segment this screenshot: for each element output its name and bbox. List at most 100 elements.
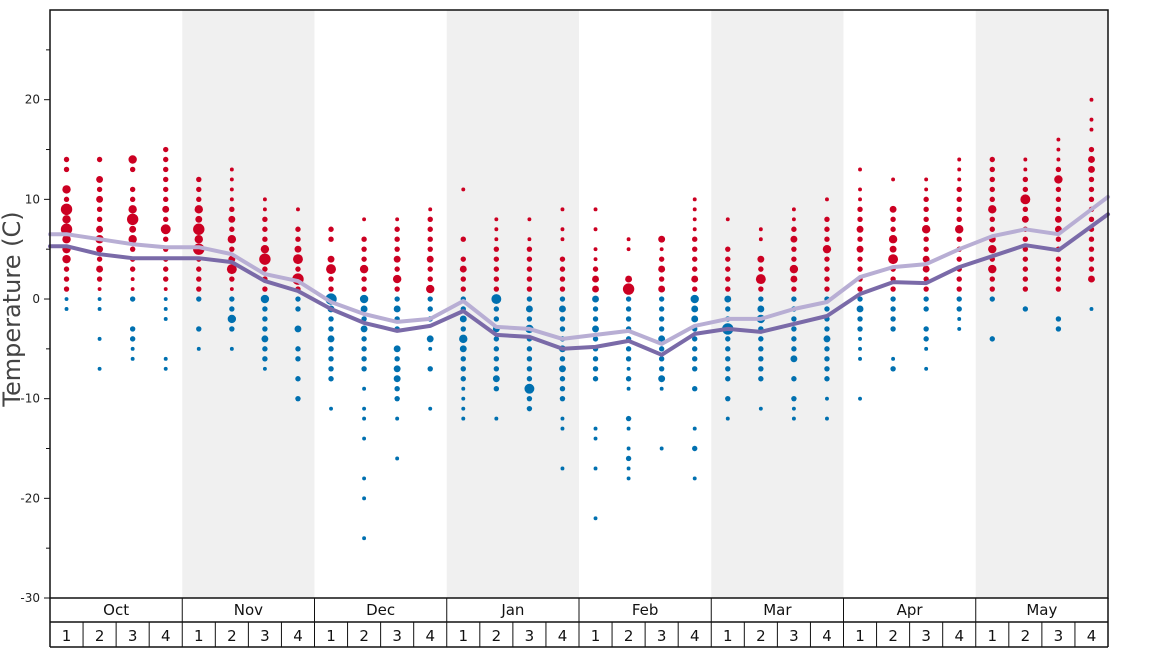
warm-dot	[924, 177, 929, 182]
warm-dot	[989, 216, 995, 222]
warm-dot	[858, 197, 862, 202]
week-label: 4	[1087, 627, 1097, 645]
month-label: Mar	[763, 601, 792, 619]
warm-dot	[427, 216, 433, 222]
cold-dot	[97, 336, 102, 341]
warm-dot	[60, 223, 73, 235]
cold-dot	[328, 316, 334, 322]
warm-dot	[229, 177, 234, 182]
warm-dot	[196, 176, 202, 183]
warm-dot	[857, 216, 863, 222]
warm-dot	[791, 226, 797, 232]
warm-dot	[493, 266, 500, 272]
warm-dot	[956, 216, 962, 222]
cold-dot	[427, 366, 433, 372]
warm-dot	[163, 287, 168, 292]
warm-dot	[791, 286, 797, 292]
warm-dot	[1022, 236, 1029, 242]
warm-dot	[62, 254, 71, 264]
warm-dot	[822, 244, 832, 254]
cold-dot	[261, 335, 269, 343]
cold-dot	[362, 436, 367, 441]
warm-dot	[1023, 167, 1028, 172]
cold-dot	[758, 376, 764, 382]
warm-dot	[394, 266, 400, 272]
cold-dot	[196, 326, 202, 332]
warm-dot	[328, 286, 334, 292]
cold-dot	[428, 346, 433, 351]
warm-dot	[96, 186, 103, 193]
cold-dot	[426, 335, 434, 343]
warm-dot	[824, 276, 830, 282]
warm-dot	[889, 245, 897, 253]
plot-frame	[49, 9, 1109, 599]
warm-dot	[394, 226, 400, 232]
cold-dot	[791, 326, 797, 332]
warm-dot	[394, 236, 400, 242]
warm-dot	[62, 185, 71, 194]
warm-dot	[1088, 256, 1095, 262]
warm-dot	[229, 246, 235, 252]
warm-dot	[626, 237, 631, 242]
cold-dot	[592, 306, 599, 312]
cold-dot	[692, 426, 697, 431]
warm-dot	[160, 224, 171, 235]
cold-dot	[957, 326, 962, 331]
warm-dot	[96, 175, 104, 183]
warm-dot	[262, 266, 268, 272]
month-label: Dec	[366, 601, 395, 619]
warm-dot	[692, 266, 698, 272]
warm-dot	[1055, 236, 1062, 242]
warm-dot	[725, 276, 731, 282]
warm-dot	[559, 286, 566, 292]
light-trend-line	[48, 194, 1110, 346]
week-label: 3	[921, 627, 931, 645]
warm-dot	[592, 266, 599, 272]
week-label: 4	[558, 627, 568, 645]
warm-dot	[758, 286, 764, 292]
warm-dot	[560, 207, 565, 212]
cold-dot	[724, 295, 732, 303]
cold-dot	[395, 416, 400, 421]
warm-dot	[924, 187, 929, 192]
warm-dot	[1089, 117, 1094, 122]
y-tick-label: -10	[20, 392, 40, 406]
warm-dot	[857, 266, 863, 272]
warm-dot	[328, 236, 334, 242]
warm-dot	[956, 286, 962, 292]
cold-dot	[328, 346, 334, 352]
warm-dot	[426, 255, 434, 263]
warm-dot	[194, 235, 203, 244]
warm-dot	[559, 256, 566, 262]
cold-dot	[824, 326, 830, 332]
warm-dot	[394, 246, 400, 252]
week-label: 3	[260, 627, 270, 645]
warm-dot	[1088, 216, 1095, 222]
cold-dot	[791, 336, 797, 342]
cold-dot	[97, 297, 102, 301]
week-label: 1	[723, 627, 733, 645]
warm-dot	[63, 286, 70, 292]
warm-dot	[63, 156, 70, 163]
warm-dot	[526, 286, 533, 292]
cold-dot	[459, 345, 467, 353]
cold-dot	[626, 426, 631, 431]
cold-dot	[461, 406, 466, 411]
week-label: 2	[1021, 627, 1031, 645]
warm-dot	[196, 286, 202, 292]
warm-dot	[1022, 176, 1029, 183]
cold-dot	[791, 316, 797, 322]
warm-dot	[493, 246, 500, 252]
cold-dot	[229, 346, 234, 351]
warm-dot	[296, 207, 300, 212]
warm-dot	[129, 186, 136, 193]
week-label: 4	[690, 627, 700, 645]
y-tick-label: -20	[20, 491, 40, 505]
warm-dot	[96, 195, 104, 203]
warm-dot	[692, 227, 697, 232]
cold-dot	[791, 395, 797, 402]
week-label: 2	[227, 627, 237, 645]
warm-dot	[163, 276, 169, 282]
warm-dot	[62, 215, 71, 224]
warm-dot	[63, 266, 70, 272]
